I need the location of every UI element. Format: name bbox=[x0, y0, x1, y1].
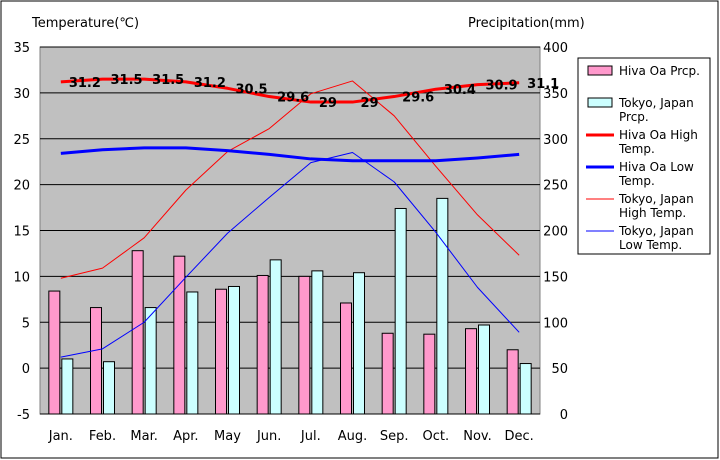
tick-labels-group: -505101520253035050100150200250300350400… bbox=[13, 41, 568, 444]
data-label: 30.4 bbox=[444, 83, 476, 98]
bar-hiva-oa-prcp bbox=[298, 275, 311, 415]
legend-label: Hiva Oa High bbox=[619, 128, 698, 142]
y-tick-label: 10 bbox=[13, 270, 30, 285]
legend-label: Tokyo, Japan bbox=[618, 96, 694, 110]
legend-label: Tokyo, Japan bbox=[618, 224, 694, 238]
bar-tokyo-prcp bbox=[394, 207, 407, 415]
bar-series-group bbox=[48, 197, 532, 415]
y2-tick-label: 400 bbox=[543, 41, 568, 56]
legend-label: Hiva Oa Prcp. bbox=[619, 64, 700, 78]
legend-swatch bbox=[587, 97, 613, 108]
legend-box bbox=[577, 57, 711, 255]
y-tick-label: -5 bbox=[17, 408, 30, 423]
data-label: 31.2 bbox=[69, 76, 101, 91]
legend-label: Tokyo, Japan bbox=[618, 192, 694, 206]
x-tick-label: Apr. bbox=[173, 429, 198, 444]
y2-tick-label: 350 bbox=[543, 87, 568, 102]
bar-hiva-oa-prcp bbox=[48, 290, 61, 415]
bar-hiva-oa-prcp bbox=[173, 255, 186, 415]
legend-label: Temp. bbox=[618, 174, 655, 188]
line-series-1 bbox=[60, 146, 520, 163]
bar-tokyo-prcp bbox=[103, 361, 115, 415]
data-label: 29.6 bbox=[277, 91, 309, 106]
bar-hiva-oa-prcp bbox=[340, 302, 352, 415]
bar-tokyo-prcp bbox=[228, 285, 240, 415]
bar-hiva-oa-prcp bbox=[215, 288, 227, 415]
data-label: 30.9 bbox=[486, 79, 518, 94]
bar-hiva-oa-prcp bbox=[423, 333, 436, 415]
legend-label: Temp. bbox=[618, 142, 655, 156]
gridlines bbox=[40, 46, 540, 415]
x-tick-label: Mar. bbox=[130, 429, 157, 444]
x-tick-label: Sep. bbox=[380, 429, 409, 444]
x-tick-label: Jan. bbox=[48, 429, 73, 444]
line-series-group bbox=[60, 77, 520, 358]
y-tick-label: 5 bbox=[22, 316, 30, 331]
bar-tokyo-prcp bbox=[269, 259, 282, 415]
y-axis-title: Temperature(℃) bbox=[31, 16, 139, 31]
bar-tokyo-prcp bbox=[436, 197, 449, 415]
line-series-3 bbox=[60, 152, 520, 358]
bar-tokyo-prcp bbox=[61, 358, 74, 415]
x-tick-label: Jul. bbox=[300, 429, 321, 444]
legend-swatch bbox=[587, 65, 613, 76]
bar-tokyo-prcp bbox=[144, 307, 157, 415]
data-label: 29 bbox=[319, 96, 337, 111]
bar-tokyo-prcp bbox=[186, 291, 199, 415]
bar-hiva-oa-prcp bbox=[506, 349, 519, 415]
x-tick-label: Feb. bbox=[89, 429, 116, 444]
x-tick-label: Aug. bbox=[338, 429, 368, 444]
y2-tick-label: 200 bbox=[543, 225, 568, 240]
line-series-0 bbox=[60, 77, 520, 104]
data-labels-group: 31.2 31.5 31.5 31.2 30.5 29.6 29 29 29.6 30.4 30.9… bbox=[69, 73, 559, 111]
y-tick-label: 25 bbox=[13, 133, 30, 148]
data-label: 31.5 bbox=[152, 73, 184, 88]
bar-hiva-oa-prcp bbox=[256, 274, 269, 415]
y2-axis-title: Precipitation(mm) bbox=[468, 16, 585, 31]
bar-tokyo-prcp bbox=[353, 272, 365, 415]
x-tick-label: Jun. bbox=[256, 429, 281, 444]
legend-label: High Temp. bbox=[619, 206, 686, 220]
y2-tick-label: 0 bbox=[560, 408, 568, 423]
bar-hiva-oa-prcp bbox=[465, 328, 477, 415]
bar-hiva-oa-prcp bbox=[381, 332, 394, 415]
y-tick-label: 0 bbox=[22, 362, 30, 377]
data-label: 30.5 bbox=[236, 82, 268, 97]
data-label: 31.1 bbox=[527, 77, 559, 92]
legend-label: Prcp. bbox=[619, 110, 649, 124]
bar-hiva-oa-prcp bbox=[90, 307, 102, 415]
x-tick-label: Nov. bbox=[463, 429, 492, 444]
y-tick-label: 35 bbox=[13, 41, 30, 56]
y2-tick-label: 150 bbox=[543, 270, 568, 285]
data-label: 31.2 bbox=[194, 76, 226, 91]
x-tick-label: May bbox=[214, 429, 241, 444]
y2-tick-label: 250 bbox=[543, 179, 568, 194]
y-tick-label: 15 bbox=[13, 225, 30, 240]
data-label: 29 bbox=[361, 96, 379, 111]
data-label: 31.5 bbox=[111, 73, 143, 88]
y2-tick-label: 100 bbox=[543, 316, 568, 331]
y2-tick-label: 50 bbox=[551, 362, 568, 377]
data-label: 29.6 bbox=[402, 91, 434, 106]
y-tick-label: 30 bbox=[13, 87, 30, 102]
x-tick-label: Dec. bbox=[505, 429, 534, 444]
y-tick-label: 20 bbox=[13, 179, 30, 194]
y2-tick-label: 300 bbox=[543, 133, 568, 148]
bar-tokyo-prcp bbox=[519, 363, 532, 415]
legend-label: Hiva Oa Low bbox=[619, 160, 694, 174]
line-series-2 bbox=[60, 80, 520, 279]
bar-hiva-oa-prcp bbox=[131, 250, 144, 415]
legend-label: Low Temp. bbox=[619, 238, 682, 252]
bar-tokyo-prcp bbox=[311, 270, 324, 415]
bar-tokyo-prcp bbox=[478, 324, 490, 415]
x-tick-label: Oct. bbox=[423, 429, 450, 444]
